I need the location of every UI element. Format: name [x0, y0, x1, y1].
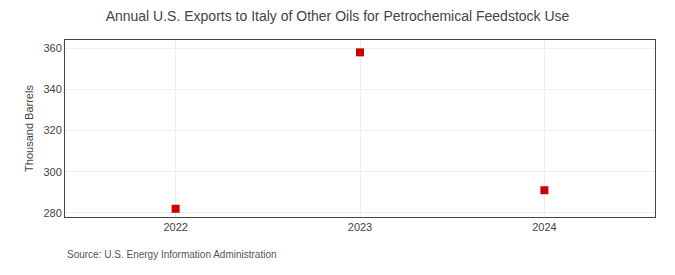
svg-text:340: 340	[43, 83, 61, 95]
svg-text:280: 280	[43, 207, 61, 219]
svg-text:360: 360	[43, 42, 61, 54]
svg-text:2022: 2022	[163, 221, 187, 233]
svg-text:300: 300	[43, 166, 61, 178]
svg-text:Annual U.S. Exports to Italy o: Annual U.S. Exports to Italy of Other Oi…	[106, 8, 570, 24]
svg-text:Source: U.S. Energy Informatio: Source: U.S. Energy Information Administ…	[67, 249, 277, 260]
svg-text:2023: 2023	[348, 221, 372, 233]
svg-text:Thousand Barrels: Thousand Barrels	[23, 85, 35, 172]
svg-text:320: 320	[43, 124, 61, 136]
svg-text:2024: 2024	[532, 221, 556, 233]
